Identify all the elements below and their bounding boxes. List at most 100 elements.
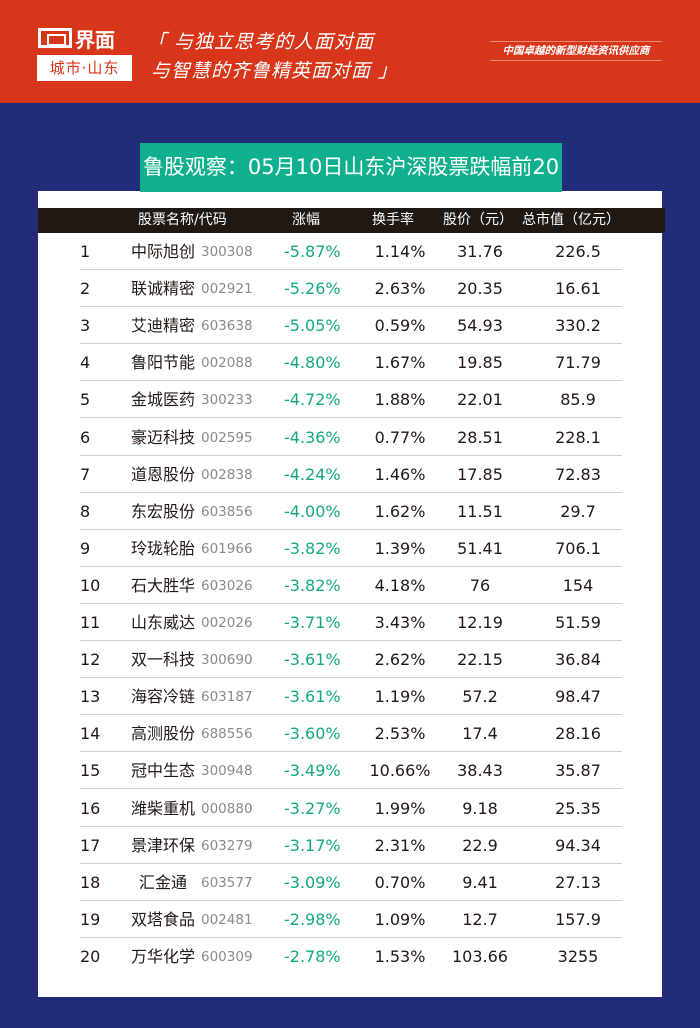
market-cap-cell: 71.79 xyxy=(555,353,601,373)
rank-cell: 6 xyxy=(80,427,91,447)
price-cell: 11.51 xyxy=(457,501,503,521)
rank-cell: 19 xyxy=(80,909,101,929)
col-header-name-code: 股票名称/代码 xyxy=(138,212,227,228)
stock-code: 603856 xyxy=(201,503,253,520)
stock-code: 300948 xyxy=(201,763,253,780)
jiemian-logo: 界面 xyxy=(38,27,115,52)
table-row: 11 山东威达 002026 -3.71% 3.43% 12.19 51.59 xyxy=(0,604,700,641)
market-cap-cell: 228.1 xyxy=(555,427,601,447)
rank-cell: 20 xyxy=(80,946,101,966)
change-cell: -3.82% xyxy=(284,538,341,558)
rank-cell: 14 xyxy=(80,724,101,744)
row-divider xyxy=(80,269,622,270)
table-row: 5 金城医药 300233 -4.72% 1.88% 22.01 85.9 xyxy=(0,381,700,419)
row-divider xyxy=(80,417,622,419)
price-cell: 12.7 xyxy=(462,909,498,929)
market-cap-cell: 29.7 xyxy=(560,501,596,521)
rank-cell: 2 xyxy=(80,279,91,299)
turnover-cell: 1.62% xyxy=(374,501,426,521)
change-cell: -4.36% xyxy=(284,427,341,447)
price-cell: 9.18 xyxy=(462,798,498,818)
stock-code: 601966 xyxy=(201,540,253,557)
stock-name: 海容冷链 xyxy=(130,687,195,707)
turnover-cell: 0.77% xyxy=(374,427,426,447)
change-cell: -4.24% xyxy=(284,464,341,484)
stock-name: 中际旭创 xyxy=(130,242,195,261)
market-cap-cell: 330.2 xyxy=(555,316,601,336)
market-cap-cell: 35.87 xyxy=(555,761,601,781)
price-cell: 54.93 xyxy=(457,316,503,336)
table-row: 7 道恩股份 002838 -4.24% 1.46% 17.85 72.83 xyxy=(0,456,700,493)
table-row: 4 鲁阳节能 002088 -4.80% 1.67% 19.85 71.79 xyxy=(0,344,700,382)
market-cap-cell: 16.61 xyxy=(555,279,601,299)
stock-name: 石大胜华 xyxy=(130,575,195,595)
turnover-cell: 1.99% xyxy=(374,798,426,818)
row-divider xyxy=(80,380,622,382)
change-cell: -2.78% xyxy=(284,946,341,966)
row-divider xyxy=(80,788,622,790)
slogan-line-1: 「 与独立思考的人面对面 xyxy=(147,31,375,53)
table-row: 6 豪迈科技 002595 -4.36% 0.77% 28.51 228.1 xyxy=(0,419,700,456)
change-cell: -5.26% xyxy=(284,279,341,299)
change-cell: -4.80% xyxy=(284,353,341,373)
logo-subtitle: 城市·山东 xyxy=(37,55,132,81)
change-cell: -3.17% xyxy=(284,835,341,855)
col-header-market-cap: 总市值（亿元） xyxy=(522,212,620,228)
market-cap-cell: 157.9 xyxy=(555,909,601,929)
stock-name: 豪迈科技 xyxy=(130,427,195,447)
stock-code: 002595 xyxy=(201,429,253,446)
table-row: 1 中际旭创 300308 -5.87% 1.14% 31.76 226.5 xyxy=(0,233,700,270)
price-cell: 51.41 xyxy=(457,538,503,558)
turnover-cell: 2.31% xyxy=(374,835,426,855)
turnover-cell: 0.59% xyxy=(374,316,426,336)
market-cap-cell: 27.13 xyxy=(555,872,601,892)
stock-code: 000880 xyxy=(201,800,253,817)
price-cell: 12.19 xyxy=(457,613,503,632)
change-cell: -3.61% xyxy=(284,650,341,670)
turnover-cell: 2.62% xyxy=(374,650,426,670)
row-divider xyxy=(80,862,622,864)
rank-cell: 12 xyxy=(80,650,101,670)
price-cell: 31.76 xyxy=(457,242,503,261)
price-cell: 20.35 xyxy=(457,279,503,299)
stock-name: 万华化学 xyxy=(130,946,195,966)
rank-cell: 7 xyxy=(80,464,91,484)
rank-cell: 5 xyxy=(80,390,91,410)
turnover-cell: 1.09% xyxy=(374,909,426,929)
row-divider xyxy=(80,454,622,456)
price-cell: 22.9 xyxy=(462,835,498,855)
table-row: 14 高测股份 688556 -3.60% 2.53% 17.4 28.16 xyxy=(0,715,700,753)
row-divider xyxy=(80,528,622,530)
market-cap-cell: 98.47 xyxy=(555,687,601,707)
stock-code: 300233 xyxy=(201,392,253,409)
price-cell: 19.85 xyxy=(457,353,503,373)
market-cap-cell: 72.83 xyxy=(555,464,601,484)
turnover-cell: 0.70% xyxy=(374,872,426,892)
table-row: 2 联诚精密 002921 -5.26% 2.63% 20.35 16.61 xyxy=(0,270,700,308)
turnover-cell: 2.53% xyxy=(374,724,426,744)
rank-cell: 15 xyxy=(80,761,101,781)
stock-code: 603577 xyxy=(201,874,253,891)
market-cap-cell: 51.59 xyxy=(555,613,601,632)
col-header-price: 股价（元） xyxy=(443,212,513,228)
row-divider xyxy=(80,306,622,308)
price-cell: 28.51 xyxy=(457,427,503,447)
row-divider xyxy=(80,602,622,604)
row-divider xyxy=(80,936,622,938)
turnover-cell: 1.46% xyxy=(374,464,426,484)
change-cell: -5.05% xyxy=(284,316,341,336)
slogan-line-2: 与智慧的齐鲁精英面对面 」 xyxy=(151,60,399,82)
stock-name: 联诚精密 xyxy=(130,279,195,299)
market-cap-cell: 28.16 xyxy=(555,724,601,744)
stock-name: 金城医药 xyxy=(130,390,195,410)
market-cap-cell: 36.84 xyxy=(555,650,601,670)
table-row: 13 海容冷链 603187 -3.61% 1.19% 57.2 98.47 xyxy=(0,678,700,716)
stock-code: 002921 xyxy=(201,281,253,298)
row-divider xyxy=(80,751,622,753)
stock-name: 景津环保 xyxy=(130,835,195,855)
stock-name: 玲珑轮胎 xyxy=(130,538,195,558)
table-row: 9 玲珑轮胎 601966 -3.82% 1.39% 51.41 706.1 xyxy=(0,530,700,567)
row-divider xyxy=(80,565,622,567)
turnover-cell: 10.66% xyxy=(369,761,431,781)
rank-cell: 3 xyxy=(80,316,91,336)
